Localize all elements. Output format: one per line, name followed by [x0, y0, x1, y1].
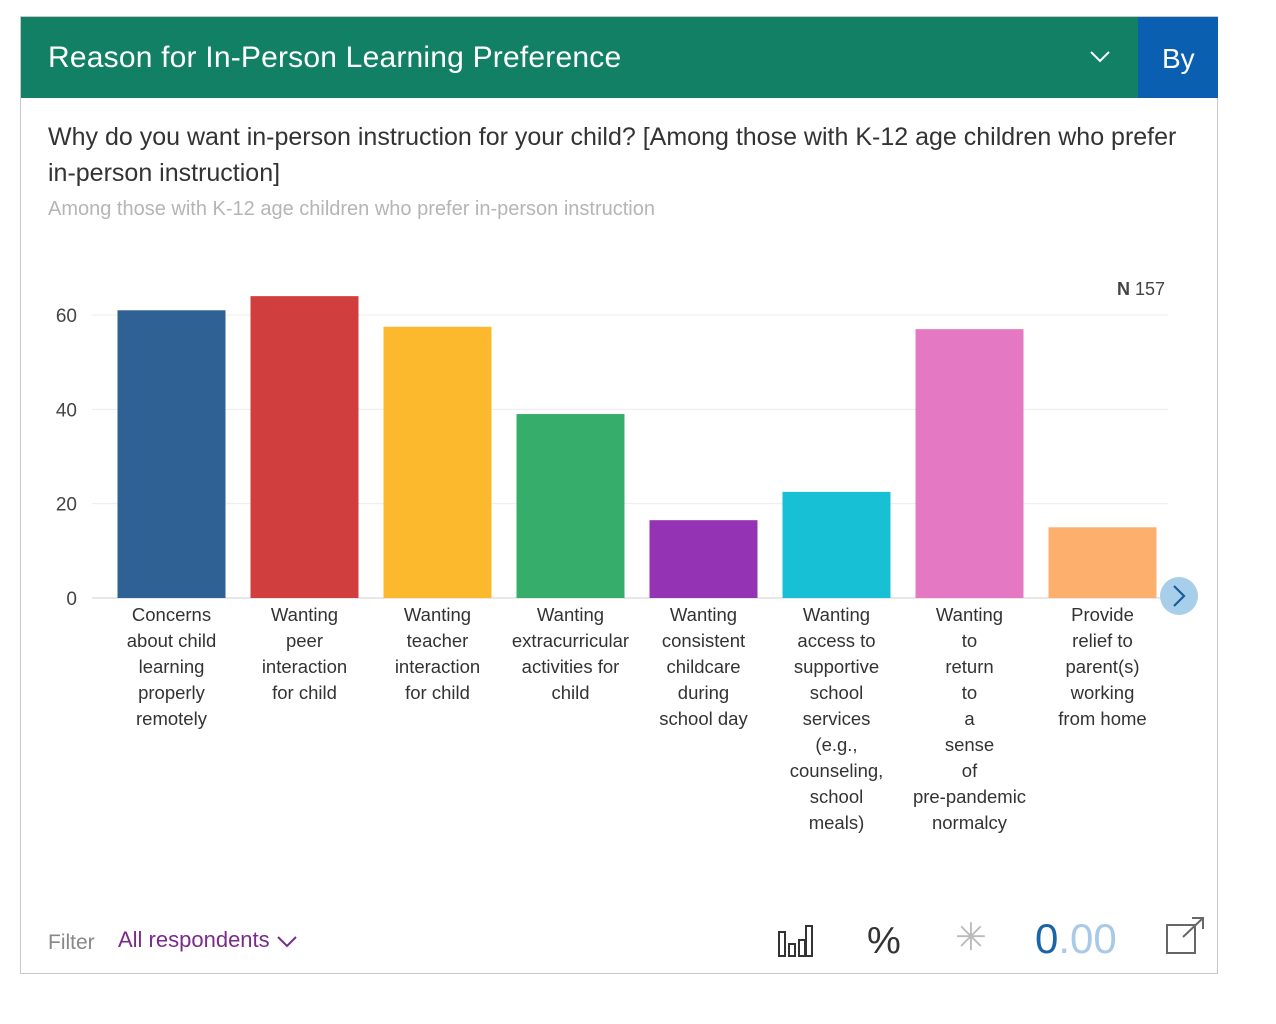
x-axis-labels: Concerns about child learning properly remot…: [127, 604, 1147, 833]
chevron-down-icon: [276, 936, 297, 948]
y-axis-ticks: 0 20 40 60: [56, 306, 77, 610]
card-title: Reason for In-Person Learning Preference: [48, 41, 622, 74]
bar[interactable]: [250, 296, 359, 598]
bar-chart: 0 20 40 60 Concerns about child learning prope…: [56, 279, 1198, 833]
x-tick-label: Wanting consistent childcare during school d…: [659, 604, 748, 729]
y-tick-label: 40: [56, 400, 77, 421]
y-tick-label: 60: [56, 306, 77, 327]
x-tick-label: Wanting extracurricular activities for chil…: [512, 604, 629, 703]
filter-dropdown[interactable]: All respondents: [118, 927, 298, 953]
decimals-rest: .00: [1058, 915, 1117, 962]
card-header: Reason for In-Person Learning Preference: [21, 17, 1138, 98]
chart-card: Reason for In-Person Learning Preference…: [20, 16, 1218, 974]
bar[interactable]: [782, 491, 891, 598]
bar-chart-icon[interactable]: [776, 922, 816, 962]
y-tick-label: 0: [66, 589, 77, 610]
bar[interactable]: [915, 329, 1024, 598]
decimals-toggle[interactable]: 0.00: [1035, 915, 1117, 963]
asterisk-icon[interactable]: ✳: [955, 917, 987, 959]
bars: [117, 296, 1157, 598]
bar[interactable]: [383, 326, 492, 598]
bar[interactable]: [117, 310, 226, 598]
external-link-icon[interactable]: [1165, 915, 1207, 957]
x-tick-label: Wanting teacher interaction for child: [395, 604, 480, 703]
x-tick-label: Concerns about child learning properly remot…: [127, 604, 216, 729]
y-tick-label: 20: [56, 495, 77, 516]
x-tick-label: Wanting peer interaction for child: [262, 604, 347, 703]
x-tick-label: Provide relief to parent(s) working from hom…: [1058, 604, 1146, 729]
question-subtitle: Among those with K-12 age children who p…: [48, 198, 655, 220]
x-tick-label: Wanting to return to a sense of pre-pandemic nor…: [913, 604, 1026, 833]
bar[interactable]: [649, 520, 758, 598]
filter-value: All respondents: [118, 927, 270, 952]
filter-label: Filter: [48, 931, 95, 954]
x-tick-label: Wanting access to supportive school services…: [790, 604, 884, 833]
sample-size-label: N 157: [1117, 279, 1165, 299]
decimals-main: 0: [1035, 915, 1059, 962]
chevron-right-icon: [1173, 585, 1186, 607]
by-tab[interactable]: By: [1138, 17, 1218, 98]
percent-toggle[interactable]: %: [867, 920, 901, 962]
next-page-button[interactable]: [1160, 577, 1198, 615]
bar[interactable]: [1048, 527, 1157, 598]
question-text: Why do you want in-person instruction fo…: [48, 123, 1177, 187]
chevron-down-icon[interactable]: [1089, 47, 1111, 65]
bar[interactable]: [516, 414, 625, 598]
